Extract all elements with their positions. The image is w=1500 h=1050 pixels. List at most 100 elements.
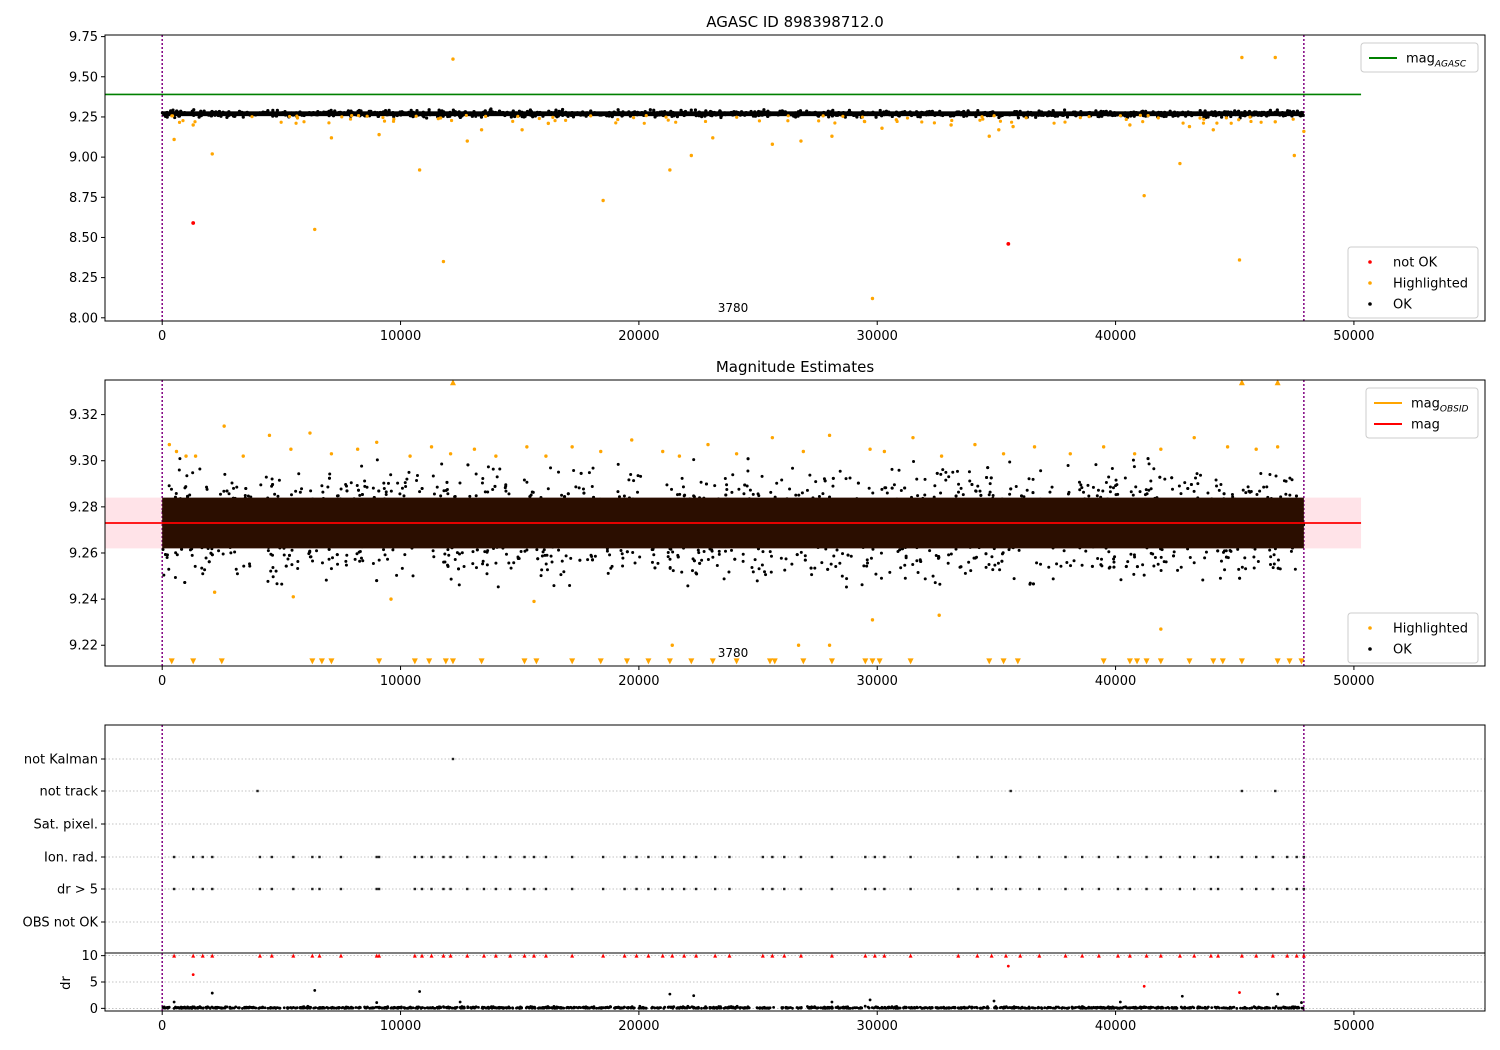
panel2-ok-point [996, 561, 1000, 565]
panel1-ok-point [693, 108, 698, 112]
panel1-highlighted-point [520, 128, 524, 132]
panel2-ok-point [1231, 495, 1235, 499]
panel1-ok-point [1215, 111, 1219, 116]
panel2-ok-point [590, 484, 594, 488]
panel2-ok-point [690, 569, 694, 573]
panel1-highlighted-point [666, 118, 670, 122]
panel1-ok-point [598, 113, 602, 117]
panel3-flag-mark [761, 887, 765, 891]
panel2-ok-point [627, 478, 631, 482]
panel2-ok-point [471, 562, 475, 566]
panel1-ok-point [453, 113, 457, 117]
panel1-highlighted-point [1201, 121, 1206, 125]
panel1-ok-point [183, 111, 187, 115]
panel2-ok-point [700, 558, 704, 562]
panel2-ok-point [1129, 490, 1133, 494]
panel4-dr-point [772, 1005, 776, 1009]
panel1-highlighted-point [987, 134, 991, 138]
panel1-ok-point [677, 112, 682, 116]
panel1-highlighted-point [465, 139, 469, 143]
panel2-ok-point [458, 552, 462, 556]
panel2-ok-point [638, 555, 642, 559]
panel1-ok-point [957, 110, 961, 114]
panel2-ok-point [415, 479, 419, 483]
panel2-ok-point [730, 548, 734, 552]
panel2-ok-point [259, 483, 263, 487]
panel1-ok-point [878, 108, 882, 113]
panel1-ok-point [202, 109, 206, 113]
panel1-xtick-label: 0 [158, 329, 166, 344]
panel1-ok-point [456, 111, 460, 115]
panel2-ok-point [1158, 475, 1162, 479]
panel1-ok-point [913, 112, 917, 116]
panel2-ok-point [984, 565, 988, 569]
panel1-ok-point [1051, 112, 1055, 117]
panel1-xtick-label: 10000 [380, 329, 421, 344]
panel2-ok-point [991, 568, 995, 572]
panel1-highlighted-point [1249, 119, 1253, 124]
panel2-highlighted-point [241, 454, 245, 458]
panel3-flag-mark [864, 855, 867, 859]
panel2-highlighted-point [796, 643, 801, 647]
panel2-ok-point [768, 550, 772, 554]
panel2-ok-point [751, 492, 755, 496]
panel2-clipped-low-marker [1143, 658, 1150, 665]
panel2-ok-point [550, 560, 554, 564]
panel1-ok-point [1079, 110, 1083, 114]
panel1-highlighted-point [1248, 115, 1252, 119]
panel1-highlighted-point [1215, 121, 1219, 125]
panel2-ok-point [474, 566, 478, 570]
panel2-ok-point [353, 557, 357, 561]
panel2-ok-point [1221, 550, 1225, 554]
panel2-highlighted-point [870, 618, 875, 622]
panel2-ok-point [609, 566, 613, 570]
panel2-ok-point [457, 567, 461, 571]
panel3-flag-mark [377, 855, 381, 859]
panel2-ok-point [949, 552, 953, 556]
panel1-ok-point [718, 113, 723, 117]
panel1-ok-point [974, 114, 978, 119]
panel2-ok-point [967, 560, 971, 564]
panel2-ok-point [1159, 569, 1163, 573]
panel2-xtick-label: 30000 [857, 674, 898, 689]
panel3-flag-mark [201, 855, 204, 859]
panel2-ok-point [934, 553, 938, 557]
panel1-ok-point [1029, 112, 1033, 116]
panel1-highlighted-point [1202, 117, 1206, 121]
panel1-ok-point [529, 113, 533, 117]
panel2-ok-point [760, 563, 764, 567]
panel1-ok-point [1032, 112, 1037, 116]
panel3-flag-mark [635, 887, 638, 891]
panel1-ok-point [160, 111, 165, 115]
panel3-flag-mark [976, 887, 979, 891]
panel1-highlighted-point [350, 113, 354, 118]
panel2-ok-point [1022, 495, 1026, 499]
panel2-ok-point [225, 489, 229, 493]
panel2-ok-point [898, 548, 902, 552]
panel2-ok-point [1138, 490, 1142, 494]
panel2-ok-point [874, 572, 878, 576]
panel2-highlighted-point [661, 449, 665, 454]
panel2-ok-point [1276, 566, 1280, 570]
panel2-ok-point [420, 486, 424, 490]
panel2-ok-point [335, 553, 339, 557]
panel2-ok-point [680, 476, 684, 480]
panel2-ok-point [1146, 457, 1150, 461]
panel1-ok-point [697, 110, 701, 114]
panel2-ok-point [359, 556, 363, 560]
panel1-ok-point [985, 114, 989, 118]
panel2-ok-point [277, 478, 281, 482]
panel1-highlighted-point [1240, 55, 1244, 60]
panel1-ok-point [841, 111, 846, 115]
panel3-flag-mark [671, 855, 674, 859]
panel3-flag-mark [1004, 855, 1008, 859]
panel1-ok-point [391, 111, 395, 115]
panel2-ok-point [1204, 550, 1208, 554]
panel2-ok-point [991, 493, 995, 497]
panel2-ok-point [544, 562, 548, 566]
panel2-ok-point [800, 491, 804, 495]
panel2-ok-point [1194, 476, 1198, 480]
panel1-ok-point [1150, 112, 1154, 116]
panel2-ok-point [486, 490, 490, 494]
panel2-ok-point [273, 492, 277, 496]
